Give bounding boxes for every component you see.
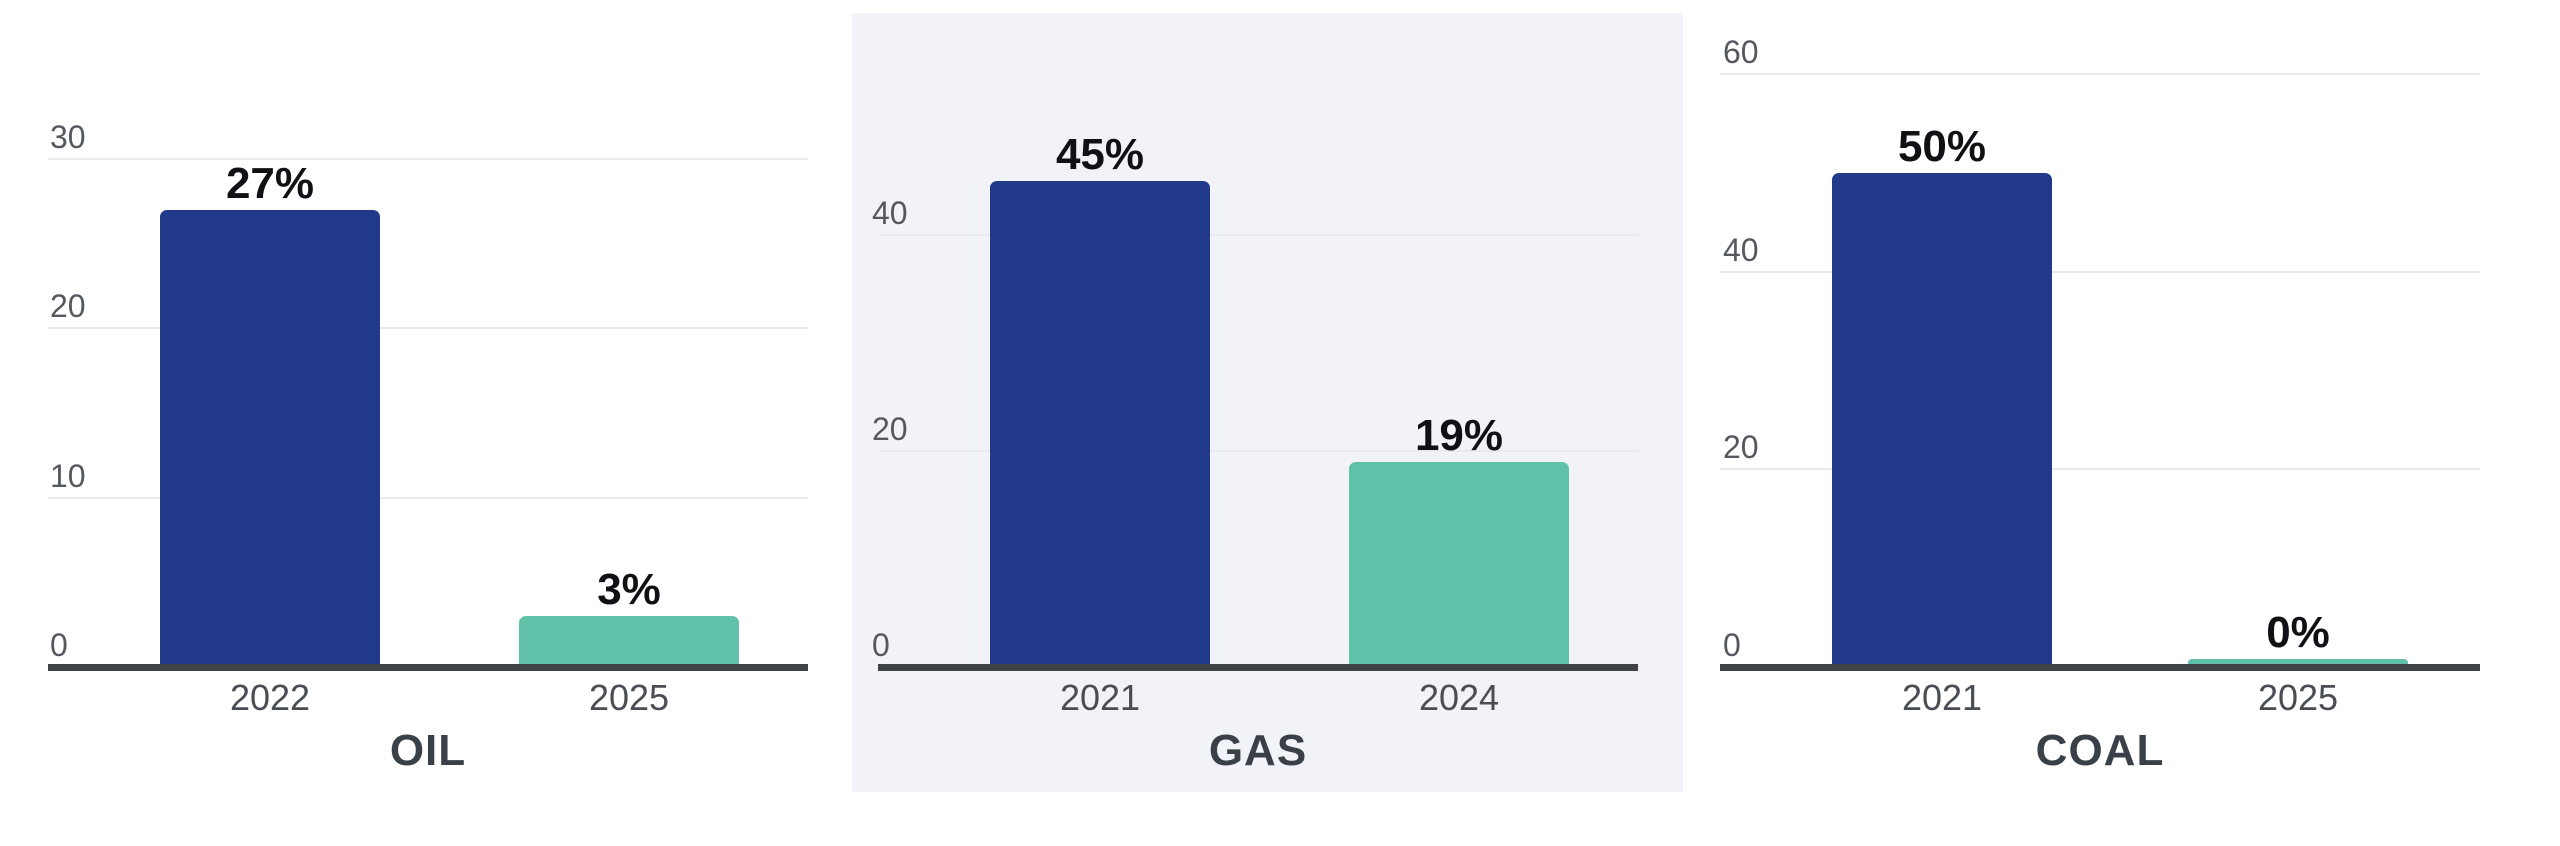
y-gridline (878, 234, 1638, 237)
y-gridline (1720, 468, 2480, 471)
y-gridline (48, 327, 808, 330)
y-axis-tick-label: 40 (1723, 231, 1759, 268)
x-category-label: 2025 (588, 677, 670, 718)
bar-2022 (160, 209, 380, 667)
y-gridline (1720, 270, 2480, 273)
y-axis-tick-label: 40 (872, 195, 908, 232)
bar-2024 (1349, 461, 1569, 667)
y-axis-tick-label: 0 (50, 627, 68, 663)
x-axis-line (48, 664, 808, 671)
bar-2021 (1832, 172, 2052, 667)
chart-title: GAS (1208, 726, 1308, 775)
x-axis-line (878, 664, 1638, 671)
bar-value-label: 3% (597, 565, 661, 615)
x-category-label: 2025 (2257, 677, 2339, 718)
chart-panel-gas: 0 20 40 45% 2021 19% 2024 GAS (852, 13, 1683, 792)
x-category-label: 2021 (1901, 677, 1983, 718)
x-category-label: 2024 (1418, 677, 1500, 718)
y-axis-tick-label: 10 (50, 457, 86, 494)
chart-panel-coal: 0 20 40 60 50% 2021 0% 2025 COAL (1683, 0, 2560, 846)
bar-value-label: 0% (2266, 608, 2330, 657)
y-gridline (48, 157, 808, 160)
y-axis-tick-label: 60 (1723, 34, 1759, 70)
bar-value-label: 50% (1897, 121, 1987, 171)
y-gridline (48, 496, 808, 499)
y-axis-tick-label: 30 (50, 118, 86, 155)
bar-value-label: 27% (225, 158, 315, 208)
chart-panel-oil: 0 10 20 30 27% 2022 3% 2025 OIL (0, 0, 852, 846)
y-gridline (878, 450, 1638, 453)
x-axis-line (1720, 664, 2480, 671)
bar-2025 (2188, 659, 2408, 667)
y-axis-tick-label: 20 (872, 411, 908, 448)
bar-2025 (519, 616, 739, 667)
y-axis-tick-label: 20 (1723, 429, 1759, 466)
y-gridline (1720, 73, 2480, 75)
bar-value-label: 45% (1055, 130, 1145, 180)
bar-2021 (990, 181, 1210, 667)
y-axis-tick-label: 0 (872, 627, 890, 663)
bar-value-label: 19% (1414, 410, 1504, 460)
y-axis-tick-label: 20 (50, 288, 86, 325)
y-axis-tick-label: 0 (1723, 627, 1741, 663)
x-category-label: 2021 (1059, 677, 1141, 718)
chart-title: OIL (389, 726, 467, 775)
chart-title: COAL (2035, 726, 2165, 775)
x-category-label: 2022 (229, 677, 311, 718)
